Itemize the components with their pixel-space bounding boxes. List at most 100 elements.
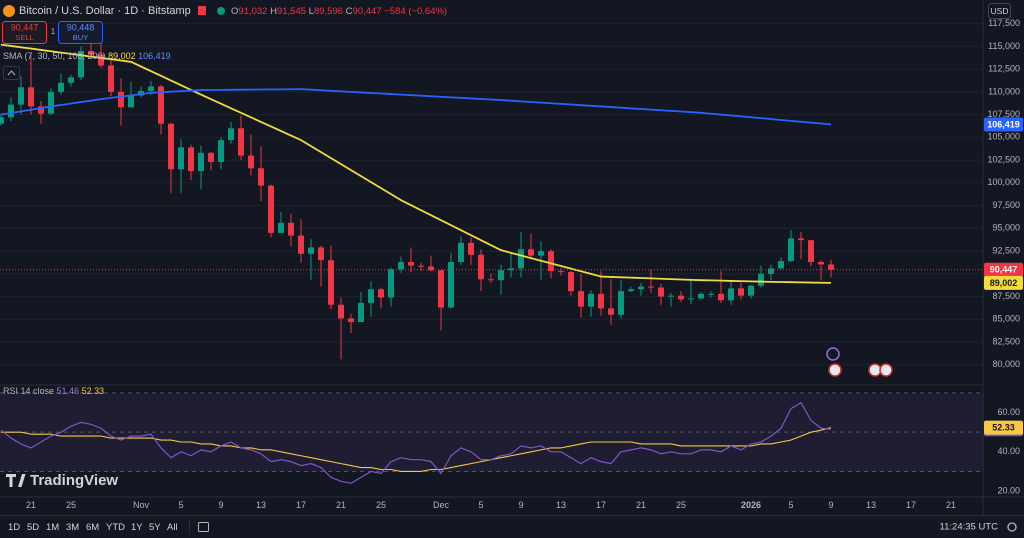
candle-body (248, 155, 254, 169)
symbol-icon (3, 5, 15, 17)
y-tick-label: 102,500 (987, 154, 1020, 164)
candle-body (798, 238, 804, 241)
candle-body (188, 147, 194, 172)
sell-button[interactable] (2, 21, 47, 44)
candle-body (18, 87, 24, 105)
x-tick-label: 9 (518, 500, 523, 510)
y-tick-label: 117,500 (988, 18, 1020, 28)
indicator-legend[interactable]: SMA (7, 30, 50, 100, 200) 89,002 106,419 (3, 51, 171, 61)
candle-body (778, 261, 784, 269)
symbol-title[interactable]: Bitcoin / U.S. Dollar · 1D · Bitstamp (19, 5, 191, 17)
x-tick-label: Dec (433, 500, 450, 510)
candle-body (568, 272, 574, 292)
flag-icon[interactable] (198, 6, 206, 15)
logo-mark (6, 474, 26, 487)
collapse-button[interactable] (3, 66, 20, 80)
candle-body (498, 270, 504, 281)
ohlc-value: 90,447 (353, 6, 382, 17)
candle-body (818, 262, 824, 265)
candle-body (158, 86, 164, 124)
candle-body (308, 247, 314, 254)
candle-body (728, 288, 734, 301)
candle-body (298, 235, 304, 254)
candle-body (628, 289, 634, 292)
x-tick-label: 21 (336, 500, 346, 510)
candle-body (528, 249, 534, 256)
price-badge-label: 90,447 (990, 265, 1018, 275)
x-tick-label: 13 (556, 500, 566, 510)
timeframe-button[interactable]: 1M (46, 522, 59, 533)
timeframe-button[interactable]: 1Y (131, 522, 143, 533)
bottom-toolbar (0, 515, 1024, 538)
candle-body (468, 242, 474, 255)
y-tick-label: 112,500 (988, 64, 1020, 74)
candle-body (58, 82, 64, 92)
timeframe-button[interactable]: 5D (27, 522, 39, 533)
candle-body (238, 128, 244, 156)
candle-body (668, 295, 674, 297)
x-tick-label: Nov (133, 500, 150, 510)
candle-body (118, 91, 124, 108)
indicator-label: SMA (7, 30, 50, 100, 200) (3, 51, 106, 61)
currency-label[interactable]: USD (991, 6, 1009, 16)
buy-label[interactable]: BUY (73, 33, 88, 42)
ohlc-values: O91,032 H91,545 L89,596 C90,447 −584 (−0… (231, 6, 447, 17)
candle-body (218, 140, 224, 162)
candle-body (328, 260, 334, 305)
candle-body (38, 106, 44, 114)
ohlc-value: 91,545 (277, 6, 306, 17)
ohlc-value: 91,032 (238, 6, 267, 17)
rsi-title: RSI 14 close (3, 386, 54, 396)
event-flag[interactable] (868, 363, 882, 377)
candle-body (748, 285, 754, 296)
currency-button[interactable] (988, 3, 1011, 19)
settings-button[interactable] (1007, 522, 1017, 532)
candle-body (108, 65, 114, 92)
rsi-legend[interactable]: RSI 14 close 51.46 52.33 (3, 386, 104, 396)
candle-body (448, 262, 454, 308)
sell-price[interactable]: 90,447 (11, 22, 39, 32)
y-tick-label: 87,500 (992, 291, 1020, 301)
change: −584 (−0.64%) (384, 6, 447, 17)
x-tick-label: 25 (676, 500, 686, 510)
collapse-icon (7, 70, 16, 76)
buy-price[interactable]: 90,448 (67, 22, 95, 32)
timeframe-button[interactable]: 6M (86, 522, 99, 533)
y-tick-label: 97,500 (992, 200, 1020, 210)
buy-button[interactable] (58, 21, 103, 44)
candle-body (48, 91, 54, 114)
candle-body (638, 286, 644, 290)
ohlc-key: L (309, 6, 314, 17)
candle-body (268, 185, 274, 233)
timeframe-button[interactable]: 3M (66, 522, 79, 533)
price-badge-label: 89,002 (990, 278, 1018, 288)
date-range-button[interactable] (198, 522, 209, 532)
x-tick-label: 2026 (741, 500, 761, 510)
y-tick-label: 40.00 (997, 446, 1020, 456)
timeframe-button[interactable]: 5Y (149, 522, 161, 533)
timeframe-group: 1D 5D 1M 3M 6M YTD 1Y 5Y All (8, 522, 178, 533)
x-tick-label: 13 (256, 500, 266, 510)
y-tick-label: 110,000 (988, 86, 1020, 96)
candle-body (278, 222, 284, 233)
candle-body (198, 152, 204, 172)
rsi-line (1, 427, 832, 473)
timeframe-button[interactable]: All (167, 522, 178, 533)
clock: 11:24:35 UTC (940, 522, 999, 533)
timeframe-button[interactable]: 1D (8, 522, 20, 533)
candle-body (228, 128, 234, 141)
candle-body (288, 222, 294, 236)
event-flag[interactable] (828, 363, 842, 377)
candle-body (28, 87, 34, 107)
candle-body (698, 293, 704, 299)
logo-text[interactable]: TradingView (30, 472, 118, 489)
sell-label[interactable]: SELL (15, 33, 33, 42)
timeframe-button[interactable]: YTD (106, 522, 125, 533)
price-badge-label: 106,419 (987, 119, 1020, 129)
event-flag[interactable] (879, 363, 893, 377)
candle-body (488, 279, 494, 281)
event-icon[interactable] (826, 347, 840, 361)
